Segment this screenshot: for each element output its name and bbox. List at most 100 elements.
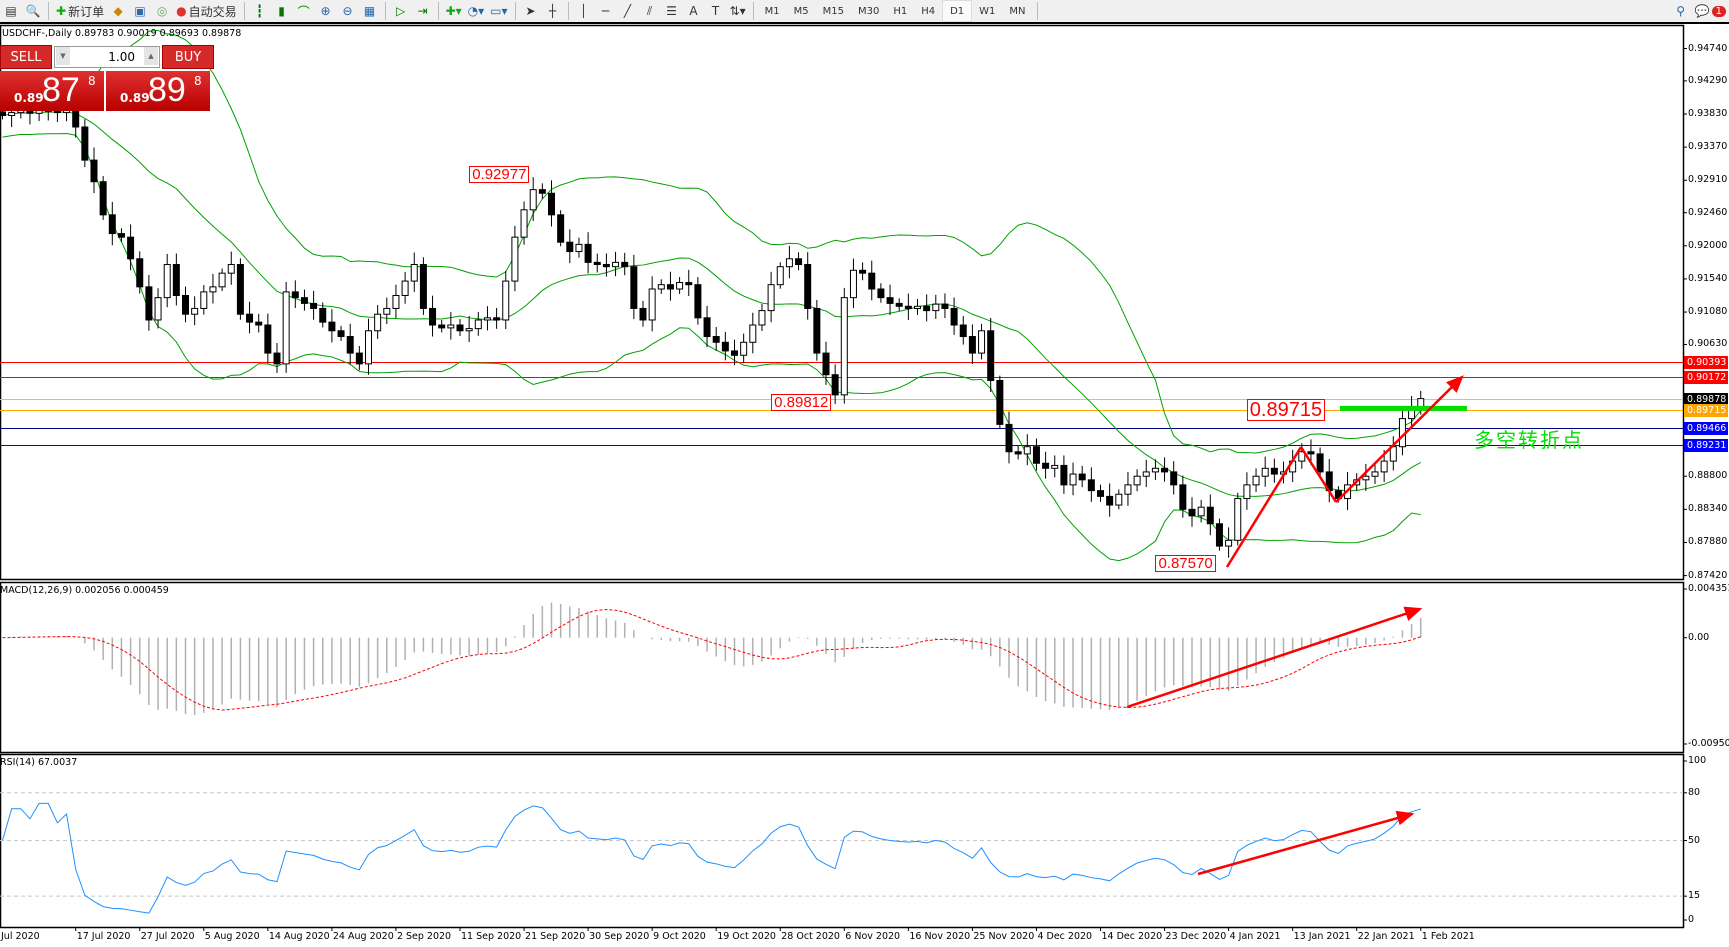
candle — [236, 258, 244, 320]
candle-body — [374, 313, 382, 332]
candle — [1252, 468, 1260, 492]
periods-icon[interactable]: ◔▾ — [467, 4, 485, 18]
timeframe-m15[interactable]: M15 — [822, 5, 844, 17]
timeframe-h4[interactable]: H4 — [921, 5, 936, 17]
chart-shift-icon[interactable]: ⇥ — [417, 4, 428, 18]
candle-body — [447, 324, 455, 329]
candle-body — [1234, 498, 1242, 541]
date-axis-label: 13 Jan 2021 — [1293, 931, 1351, 942]
candle — [182, 286, 189, 323]
volume-increase-button[interactable]: ▲ — [144, 47, 158, 65]
candle-body — [1307, 451, 1315, 455]
timeframe-m1[interactable]: M1 — [764, 5, 780, 17]
trendline-icon[interactable]: ╱ — [623, 4, 632, 18]
candle — [227, 251, 235, 285]
candle-body — [904, 305, 912, 309]
candle — [904, 293, 912, 320]
candle — [932, 294, 940, 319]
macd-label: MACD(12,26,9) 0.002056 0.000459 — [0, 585, 169, 596]
timeframe-m30[interactable]: M30 — [857, 5, 880, 17]
horizontal-line-icon[interactable]: ─ — [601, 4, 610, 18]
search-icon[interactable]: ⚲ — [1676, 4, 1686, 18]
templates-icon[interactable]: ▭▾ — [490, 4, 508, 18]
buy-price-big: 89 — [148, 71, 186, 109]
candle — [657, 279, 665, 294]
candle-body — [209, 286, 217, 293]
candle-body — [859, 269, 867, 274]
text-icon[interactable]: A — [689, 4, 698, 18]
candle — [1243, 472, 1251, 510]
candle-body — [1032, 446, 1040, 464]
terminal-icon[interactable]: ▣ — [134, 4, 146, 18]
signals-icon[interactable]: ◎ — [156, 4, 168, 18]
arrows-icon[interactable]: ⇅▾ — [729, 4, 746, 18]
candle — [1142, 459, 1150, 488]
zoom-out-icon[interactable]: ⊖ — [342, 4, 353, 18]
candle-body — [1051, 464, 1059, 469]
auto-scroll-icon[interactable]: ▷ — [395, 4, 406, 18]
candle-body — [520, 209, 528, 238]
candle-body — [401, 280, 409, 296]
fibonacci-icon[interactable]: ☰ — [666, 4, 677, 18]
tile-windows-icon[interactable]: ▦ — [363, 4, 376, 18]
new-order-button[interactable]: ✚ 新订单 — [53, 0, 107, 22]
toolbar: ▤ 🔍 ✚ 新订单 ◆ ▣ ◎ ● 自动交易 ┇ ▮ ⌒ ⊕ ⊖ ▦ ▷ ⇥ ✚▾ … — [0, 0, 1729, 24]
price-axis-label: 0.90630 — [1688, 338, 1728, 350]
price-axis-label: 0.92000 — [1688, 239, 1728, 251]
candle-body — [90, 159, 98, 183]
cursor-icon[interactable]: ➤ — [525, 4, 536, 18]
line-chart-icon[interactable]: ⌒ — [297, 4, 310, 19]
sell-button[interactable]: SELL — [0, 45, 52, 69]
timeframe-h1[interactable]: H1 — [893, 5, 908, 17]
candle — [813, 299, 821, 361]
candle-body — [721, 341, 729, 352]
candle-body — [328, 321, 336, 332]
price-annotation: 0.87570 — [1155, 555, 1216, 573]
candle-body — [1124, 484, 1132, 495]
candle-body — [566, 241, 574, 253]
zoom-window-icon[interactable]: 🔍 — [25, 4, 41, 18]
bar-chart-icon[interactable]: ┇ — [255, 4, 264, 18]
candle — [621, 252, 629, 276]
candle-body — [602, 264, 610, 268]
date-axis-label: 22 Jan 2021 — [1357, 931, 1415, 942]
equidistant-channel-icon[interactable]: ⫽ — [646, 3, 653, 18]
sell-price-button[interactable]: 0.89 87 8 — [0, 71, 104, 111]
candle — [200, 285, 208, 315]
volume-decrease-button[interactable]: ▼ — [56, 47, 70, 65]
candle — [895, 298, 903, 311]
candle-body — [758, 310, 766, 326]
timeframe-d1[interactable]: D1 — [942, 0, 973, 22]
vertical-line-icon[interactable]: │ — [579, 4, 588, 18]
notifications-button[interactable]: 💬 1 — [1692, 0, 1729, 22]
candle-body — [365, 330, 372, 365]
candle — [465, 316, 473, 343]
candle — [968, 324, 976, 365]
text-label-icon[interactable]: T — [711, 4, 720, 18]
candle-body — [419, 264, 427, 309]
candle-body — [895, 302, 903, 307]
volume-input[interactable]: 1.00 — [54, 46, 160, 68]
buy-button[interactable]: BUY — [162, 45, 214, 69]
timeframe-m5[interactable]: M5 — [793, 5, 809, 17]
buy-price-button[interactable]: 0.89 89 8 — [106, 71, 210, 111]
auto-trading-button[interactable]: ● 自动交易 — [173, 0, 240, 22]
date-axis-label: 2 Sep 2020 — [396, 931, 452, 942]
sell-price-sup: 8 — [88, 74, 96, 88]
candle-body — [685, 282, 693, 286]
rsi-line — [2, 802, 1421, 914]
timeframe-w1[interactable]: W1 — [979, 5, 996, 17]
timeframe-mn[interactable]: MN — [1009, 5, 1026, 17]
crosshair-icon[interactable]: ┼ — [548, 4, 557, 18]
candle-body — [666, 284, 674, 290]
metaeditor-icon[interactable]: ◆ — [113, 4, 123, 18]
candle — [438, 319, 446, 333]
chart-window-icon[interactable]: ▤ — [5, 4, 17, 18]
indicators-icon[interactable]: ✚▾ — [445, 4, 462, 18]
divider — [567, 2, 569, 20]
candle — [694, 277, 702, 325]
zoom-in-icon[interactable]: ⊕ — [320, 4, 331, 18]
candle-body — [868, 272, 876, 290]
candlestick-chart-icon[interactable]: ▮ — [278, 4, 285, 18]
